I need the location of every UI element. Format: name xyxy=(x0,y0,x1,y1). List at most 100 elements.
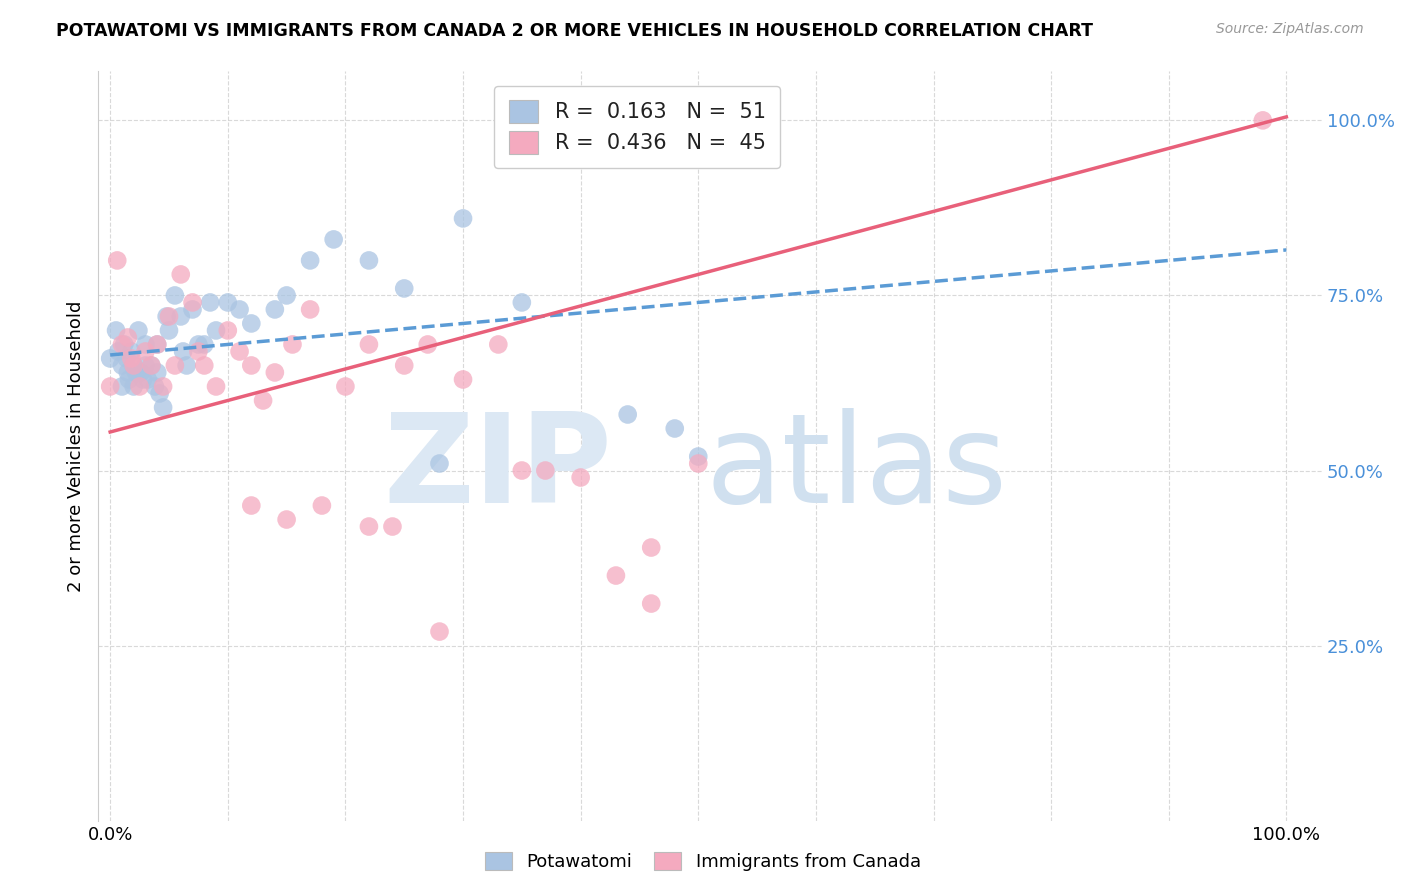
Point xyxy=(107,344,129,359)
Point xyxy=(299,302,322,317)
Point xyxy=(486,337,509,351)
Point xyxy=(605,568,627,582)
Point xyxy=(134,359,156,373)
Point xyxy=(141,359,163,373)
Point xyxy=(640,541,662,555)
Point xyxy=(120,344,142,359)
Point xyxy=(125,366,148,380)
Point xyxy=(128,379,150,393)
Point xyxy=(163,288,186,302)
Point xyxy=(299,253,322,268)
Point xyxy=(187,337,209,351)
Point xyxy=(111,359,134,373)
Point xyxy=(129,366,152,380)
Point xyxy=(534,463,557,477)
Point xyxy=(143,379,166,393)
Point xyxy=(429,457,451,471)
Text: POTAWATOMI VS IMMIGRANTS FROM CANADA 2 OR MORE VEHICLES IN HOUSEHOLD CORRELATION: POTAWATOMI VS IMMIGRANTS FROM CANADA 2 O… xyxy=(56,22,1094,40)
Point xyxy=(198,295,221,310)
Point xyxy=(569,470,592,484)
Point xyxy=(510,295,533,310)
Point xyxy=(451,211,474,226)
Point xyxy=(640,597,662,611)
Point xyxy=(120,351,142,366)
Point xyxy=(172,344,194,359)
Point xyxy=(335,379,357,393)
Point xyxy=(152,379,174,393)
Point xyxy=(240,499,263,513)
Point xyxy=(217,323,239,337)
Point xyxy=(117,366,139,380)
Point xyxy=(429,624,451,639)
Point xyxy=(146,337,169,351)
Point xyxy=(117,330,139,344)
Point xyxy=(136,372,159,386)
Point xyxy=(170,268,193,282)
Point xyxy=(240,317,263,331)
Point xyxy=(228,344,250,359)
Point xyxy=(276,288,298,302)
Point xyxy=(132,372,155,386)
Point xyxy=(205,379,228,393)
Point xyxy=(205,323,228,337)
Point xyxy=(176,359,198,373)
Point xyxy=(688,450,710,464)
Point xyxy=(392,359,416,373)
Point xyxy=(187,344,209,359)
Point xyxy=(111,337,134,351)
Point xyxy=(181,295,204,310)
Point xyxy=(122,379,145,393)
Point xyxy=(240,359,263,373)
Point xyxy=(281,337,304,351)
Point xyxy=(263,302,285,317)
Point xyxy=(134,344,156,359)
Point xyxy=(141,359,163,373)
Point xyxy=(252,393,274,408)
Point xyxy=(163,359,186,373)
Point xyxy=(357,253,380,268)
Legend: Potawatomi, Immigrants from Canada: Potawatomi, Immigrants from Canada xyxy=(478,845,928,879)
Point xyxy=(157,310,180,324)
Point xyxy=(357,519,380,533)
Point xyxy=(118,372,141,386)
Text: Source: ZipAtlas.com: Source: ZipAtlas.com xyxy=(1216,22,1364,37)
Point xyxy=(156,310,179,324)
Point xyxy=(157,323,180,337)
Point xyxy=(115,351,138,366)
Point xyxy=(510,463,533,477)
Point xyxy=(357,337,380,351)
Point xyxy=(276,512,298,526)
Point xyxy=(416,337,439,351)
Point xyxy=(322,232,344,246)
Point xyxy=(122,359,145,373)
Point xyxy=(381,519,404,533)
Point xyxy=(105,253,128,268)
Point xyxy=(112,337,135,351)
Point xyxy=(146,366,169,380)
Point xyxy=(127,323,149,337)
Point xyxy=(122,359,145,373)
Text: atlas: atlas xyxy=(706,408,1008,529)
Point xyxy=(152,401,174,415)
Point xyxy=(217,295,239,310)
Point xyxy=(664,421,686,435)
Point xyxy=(149,386,172,401)
Point xyxy=(616,408,638,422)
Point xyxy=(98,379,121,393)
Point xyxy=(170,310,193,324)
Point xyxy=(134,337,156,351)
Point xyxy=(1251,113,1274,128)
Point xyxy=(98,351,121,366)
Point xyxy=(311,499,333,513)
Y-axis label: 2 or more Vehicles in Household: 2 or more Vehicles in Household xyxy=(66,301,84,591)
Point xyxy=(451,372,474,386)
Point xyxy=(111,379,134,393)
Point xyxy=(193,359,215,373)
Point xyxy=(263,366,285,380)
Legend: R =  0.163   N =  51, R =  0.436   N =  45: R = 0.163 N = 51, R = 0.436 N = 45 xyxy=(494,86,780,169)
Point xyxy=(688,457,710,471)
Point xyxy=(392,281,416,295)
Point xyxy=(228,302,250,317)
Point xyxy=(105,323,128,337)
Text: ZIP: ZIP xyxy=(384,408,612,529)
